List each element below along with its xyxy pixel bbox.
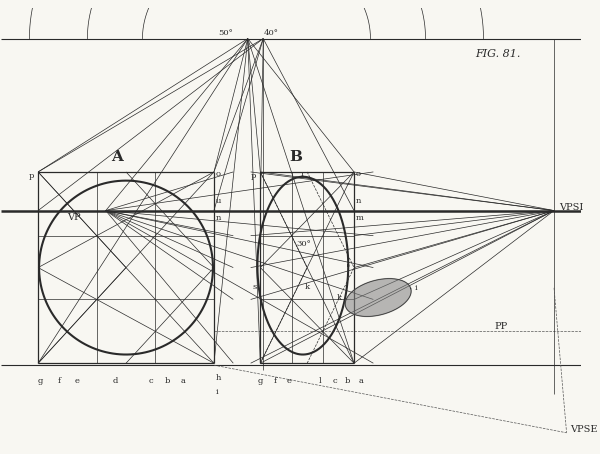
Text: d: d <box>113 377 118 385</box>
Text: o: o <box>216 170 221 178</box>
Text: c: c <box>332 377 337 385</box>
Text: VPSI: VPSI <box>559 203 583 212</box>
Text: 30°: 30° <box>296 240 311 248</box>
Text: A: A <box>112 150 123 164</box>
Text: f: f <box>274 377 277 385</box>
Text: VPSE: VPSE <box>571 425 598 434</box>
Text: B: B <box>290 150 302 164</box>
Text: b: b <box>165 377 170 385</box>
Text: c: c <box>149 377 154 385</box>
Text: e: e <box>74 377 79 385</box>
Text: k: k <box>305 283 310 291</box>
Text: i: i <box>415 284 418 292</box>
Text: b: b <box>344 377 350 385</box>
Polygon shape <box>345 279 411 316</box>
Text: r: r <box>301 170 304 178</box>
Text: n: n <box>216 214 221 222</box>
Text: k: k <box>337 294 341 301</box>
Text: m: m <box>356 214 364 222</box>
Text: FIG. 81.: FIG. 81. <box>475 49 520 59</box>
Text: n: n <box>356 197 361 205</box>
Text: VP: VP <box>67 213 81 222</box>
Text: i: i <box>216 388 218 396</box>
Text: e: e <box>287 377 292 385</box>
Text: l: l <box>319 377 322 385</box>
Text: u: u <box>216 197 221 205</box>
Text: o: o <box>356 170 361 178</box>
Text: g: g <box>257 377 263 385</box>
Text: 40°: 40° <box>264 29 279 37</box>
Text: h: h <box>216 374 221 382</box>
Text: a: a <box>181 377 185 385</box>
Text: p: p <box>251 172 256 180</box>
Text: p: p <box>29 172 34 180</box>
Text: 50°: 50° <box>218 29 233 37</box>
Text: f: f <box>58 377 61 385</box>
Text: a: a <box>358 377 363 385</box>
Text: PP: PP <box>494 322 508 331</box>
Text: s: s <box>252 283 256 291</box>
Text: g: g <box>37 377 43 385</box>
